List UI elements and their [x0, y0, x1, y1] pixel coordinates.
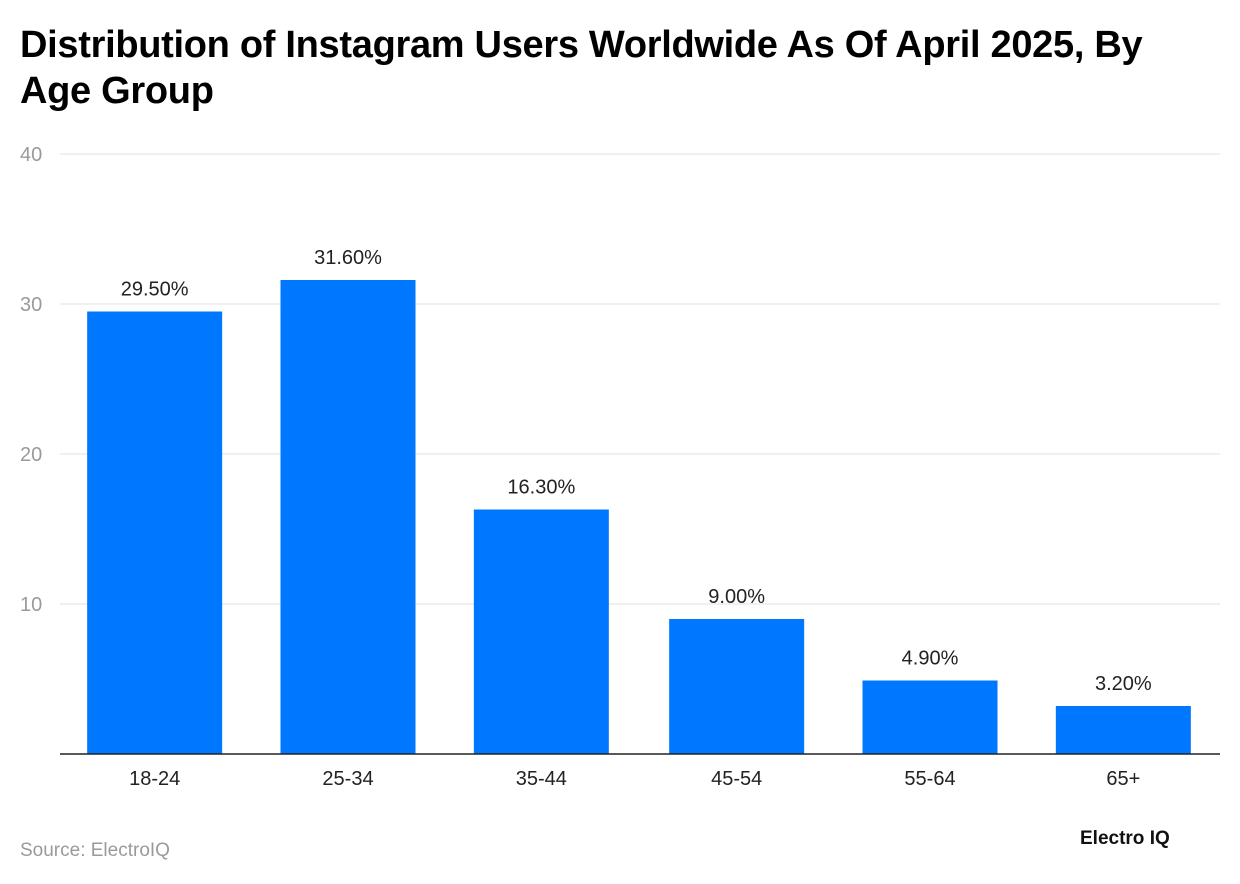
x-tick-label: 25-34 — [322, 768, 373, 790]
bar — [862, 680, 998, 754]
data-label: 9.00% — [708, 586, 765, 608]
x-tick-label: 55-64 — [904, 768, 955, 790]
x-tick-label: 35-44 — [516, 768, 567, 790]
x-tick-label: 45-54 — [711, 768, 762, 790]
y-tick-label: 40 — [20, 144, 42, 166]
bar — [669, 619, 805, 754]
data-label: 4.90% — [902, 648, 959, 670]
y-tick-label: 20 — [20, 444, 42, 466]
y-tick-label: 10 — [20, 594, 42, 616]
source-note: Source: ElectroIQ — [20, 840, 170, 861]
y-tick-label: 30 — [20, 294, 42, 316]
bar — [87, 311, 223, 754]
x-tick-label: 18-24 — [129, 768, 180, 790]
x-tick-label: 65+ — [1106, 768, 1140, 790]
bar — [473, 509, 609, 754]
bar — [280, 280, 416, 754]
data-label: 3.20% — [1095, 673, 1152, 695]
data-label: 16.30% — [507, 477, 575, 499]
data-label: 29.50% — [121, 279, 189, 301]
chart-title: Distribution of Instagram Users Worldwid… — [20, 24, 1143, 112]
electroiq-logo: Electro IQ — [1080, 828, 1170, 849]
bar — [1055, 706, 1191, 754]
data-label: 31.60% — [314, 247, 382, 269]
